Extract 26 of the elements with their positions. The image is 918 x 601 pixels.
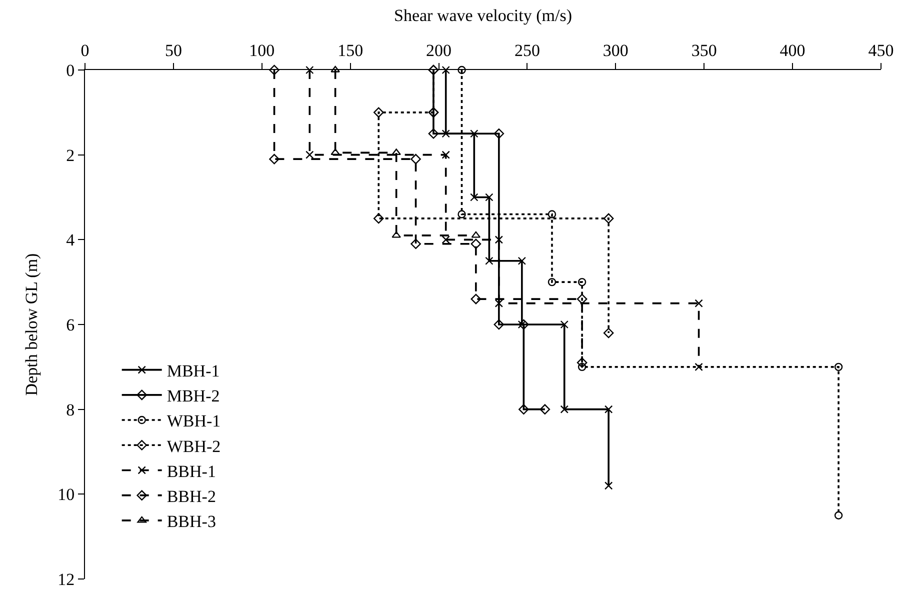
x-tick-label: 300 [602,41,628,60]
legend-label: BBH-1 [166,462,216,481]
legend-label: WBH-2 [166,436,221,456]
x-axis-title: Shear wave velocity (m/s) [394,6,572,25]
legend-label: BBH-2 [166,486,216,506]
x-tick-label: 0 [80,41,90,60]
x-tick-label: 150 [338,41,364,60]
y-axis-title: Depth below GL (m) [22,253,42,396]
legend-label: MBH-1 [166,361,220,380]
x-tick-label: 400 [780,41,806,60]
x-tick-label: 250 [514,41,540,60]
legend-label: BBH-3 [166,512,216,532]
x-tick-label: 450 [868,41,894,60]
x-tick-label: 200 [426,41,452,60]
legend-label: WBH-1 [166,412,221,431]
y-tick-label: 4 [66,230,76,250]
x-tick-label: 350 [691,41,717,60]
y-tick-label: 0 [66,60,75,80]
y-tick-label: 6 [66,315,75,334]
legend-label: MBH-2 [166,386,220,406]
x-tick-label: 50 [164,41,182,60]
y-tick-label: 8 [66,400,75,420]
y-tick-label: 12 [58,570,75,589]
y-tick-label: 2 [66,146,75,165]
y-tick-label: 10 [58,485,75,504]
x-tick-label: 100 [249,41,275,60]
